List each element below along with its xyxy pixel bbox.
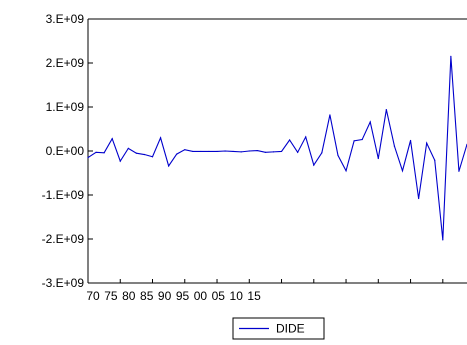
x-tick-label: 90 [158,289,172,303]
x-tick-label: 10 [230,289,244,303]
data-point [361,138,363,141]
y-tick-label: -1.E+09 [42,188,85,202]
data-point [280,150,283,153]
x-tick-label: 75 [104,289,118,303]
data-point [192,150,194,153]
data-point [337,154,339,156]
data-point [297,151,299,153]
data-point [103,152,105,154]
data-point [168,165,170,167]
x-tick-label: 85 [140,289,154,303]
data-point [240,151,242,153]
x-tick-label: 00 [194,289,208,303]
data-point [248,150,250,152]
x-tick-label: 15 [247,289,261,303]
data-point [184,149,186,151]
x-axis: 70 75 80 85 90 95 00 05 10 15 [86,279,444,303]
data-point [264,151,267,153]
y-tick-label: 0.E+00 [46,144,85,158]
data-point [87,157,89,159]
data-point [127,147,129,149]
data-point [434,159,436,161]
y-tick-label: 3.E+09 [46,12,85,26]
y-tick-label: 1.E+09 [46,100,85,114]
y-tick-label: 2.E+09 [46,56,85,70]
data-point [353,140,355,142]
y-tick-label: -2.E+09 [42,232,85,246]
data-point [119,160,121,162]
data-point [458,170,460,172]
data-point [95,151,97,153]
data-point [321,152,323,154]
data-point [369,121,371,123]
x-tick-label: 70 [86,289,100,303]
data-point [385,109,387,111]
data-point [143,153,146,156]
data-point [151,156,154,158]
data-point [393,145,396,147]
data-point [313,164,315,166]
data-point [345,170,347,172]
data-point [256,149,258,152]
data-point [208,150,210,153]
data-point [288,139,291,141]
data-point [442,239,444,241]
x-tick-label: 95 [176,289,190,303]
x-tick-label: 05 [212,289,226,303]
data-point [232,150,234,153]
x-tick-label: 80 [122,289,136,303]
data-point [111,138,113,140]
data-point [216,150,218,153]
series-line-dide [87,56,467,240]
data-point [224,150,226,152]
series-layer [87,55,467,241]
data-point [305,136,307,138]
y-axis: 3.E+09 2.E+09 1.E+09 0.E+00 -1.E+09 -2.E+09 -3… [42,12,93,290]
data-point [418,197,420,200]
data-point [272,151,275,153]
data-point [450,55,452,58]
data-point [176,153,178,155]
data-point [329,114,331,116]
data-point [409,139,412,142]
data-point [401,170,404,172]
data-point [135,152,137,154]
plot-frame [87,18,467,284]
legend: DIDE [232,317,325,340]
y-tick-label: -3.E+09 [42,276,85,290]
data-point [426,142,428,144]
data-point [159,137,162,139]
legend-box [232,317,325,340]
legend-label-dide: DIDE [276,322,305,336]
data-point [377,157,379,160]
data-point [200,150,202,153]
